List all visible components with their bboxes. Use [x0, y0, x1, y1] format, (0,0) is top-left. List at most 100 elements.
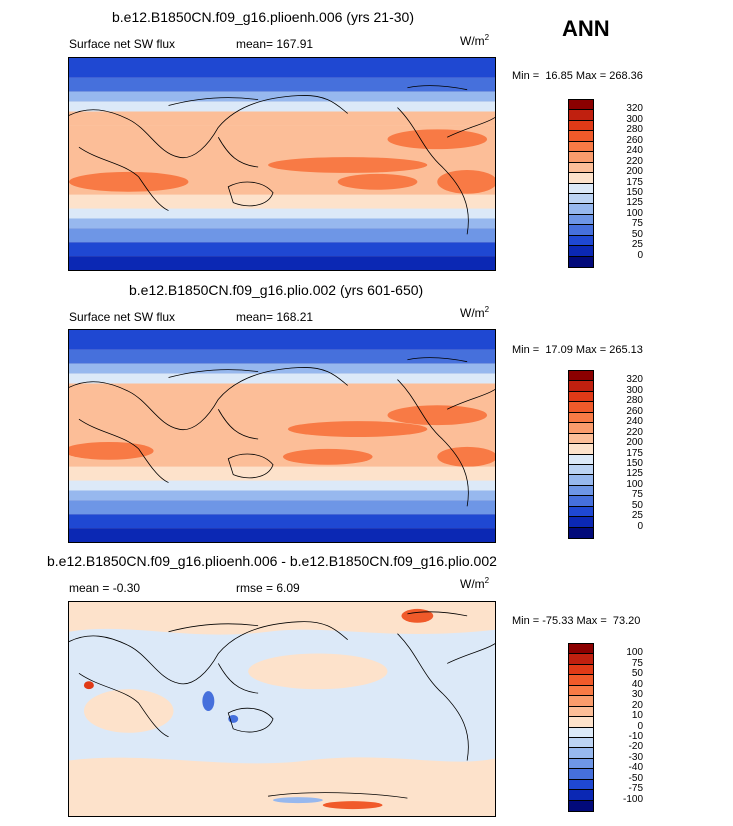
panel2-min-max: Min = 17.09 Max = 265.13 [512, 344, 643, 356]
colorbar-segment [569, 152, 593, 163]
panel3-min-max: Min = -75.33 Max = 73.20 [512, 615, 641, 627]
colorbar-tick-label: 75 [631, 489, 643, 501]
panel1-mean: mean= 167.91 [236, 37, 314, 51]
panel2-map [68, 329, 496, 543]
colorbar-tick-label: 320 [626, 374, 643, 386]
panel2-units: W/m2 [460, 305, 490, 320]
panel1-map [68, 57, 496, 271]
colorbar-tick-label: 220 [626, 155, 643, 167]
panel1-units: W/m2 [460, 33, 490, 48]
colorbar-tick-label: 0 [637, 720, 643, 732]
colorbar-tick-label: 150 [626, 186, 643, 198]
colorbar-segment [569, 183, 593, 194]
panel2-map-graphic [69, 330, 495, 542]
colorbar-segment [569, 131, 593, 142]
colorbar-segment [569, 496, 593, 507]
colorbar-segment [569, 433, 593, 445]
colorbar-tick-label: 20 [631, 699, 643, 711]
colorbar-segment [569, 100, 593, 111]
colorbar-tick-label: 30 [631, 689, 643, 701]
panel3-colorbar-ticks: 100 75 50 40 30 20 10 0 -10 -20 -30 -40 -50 -75 -100 [603, 643, 643, 812]
colorbar-segment [569, 800, 593, 811]
colorbar-tick-label: 125 [626, 468, 643, 480]
colorbar-segment [569, 454, 593, 465]
colorbar-tick-label: -50 [628, 772, 643, 784]
panel1-colorbar [568, 99, 594, 268]
colorbar-tick-label: 240 [626, 416, 643, 428]
colorbar-tick-label: -75 [628, 783, 643, 795]
colorbar-segment [569, 654, 593, 665]
colorbar-tick-label: 100 [626, 478, 643, 490]
colorbar-tick-label: 200 [626, 437, 643, 449]
panel3-title: b.e12.B1850CN.f09_g16.plioenh.006 - b.e1… [47, 553, 497, 569]
colorbar-tick-label: 150 [626, 457, 643, 469]
panel1-min-max: Min = 16.85 Max = 268.36 [512, 70, 643, 82]
colorbar-segment [569, 758, 593, 770]
colorbar-tick-label: 220 [626, 426, 643, 438]
panel1-variable: Surface net SW flux [69, 37, 176, 51]
colorbar-segment [569, 120, 593, 132]
colorbar-segment [569, 464, 593, 476]
colorbar-segment [569, 517, 593, 528]
colorbar-segment [569, 696, 593, 707]
colorbar-segment [569, 423, 593, 434]
colorbar-segment [569, 391, 593, 403]
colorbar-tick-label: 125 [626, 197, 643, 209]
colorbar-segment [569, 193, 593, 205]
colorbar-segment [569, 664, 593, 676]
panel1-map-graphic [69, 58, 495, 270]
colorbar-tick-label: 50 [631, 228, 643, 240]
colorbar-tick-label: 260 [626, 134, 643, 146]
colorbar-tick-label: 50 [631, 668, 643, 680]
colorbar-segment [569, 717, 593, 728]
colorbar-segment [569, 727, 593, 738]
colorbar-tick-label: 10 [631, 710, 643, 722]
colorbar-segment [569, 235, 593, 247]
colorbar-segment [569, 225, 593, 236]
panel3-units: W/m2 [460, 576, 490, 591]
colorbar-segment [569, 246, 593, 257]
panel2-colorbar-ticks: 320 300 280 260 240 220 200 175 150 125 100 75 50 25 0 [603, 370, 643, 539]
colorbar-tick-label: 25 [631, 239, 643, 251]
colorbar-tick-label: 200 [626, 166, 643, 178]
colorbar-tick-label: 280 [626, 395, 643, 407]
panel3-map-graphic [69, 602, 495, 816]
colorbar-segment [569, 173, 593, 184]
colorbar-tick-label: 300 [626, 113, 643, 125]
colorbar-tick-label: -100 [622, 793, 643, 805]
panel2-variable: Surface net SW flux [69, 310, 176, 324]
panel3-rmse: rmse = 6.09 [236, 581, 300, 595]
colorbar-segment [569, 485, 593, 497]
colorbar-tick-label: 75 [631, 218, 643, 230]
colorbar-tick-label: 75 [631, 657, 643, 669]
colorbar-tick-label: 40 [631, 678, 643, 690]
colorbar-segment [569, 214, 593, 226]
colorbar-segment [569, 141, 593, 153]
colorbar-segment [569, 706, 593, 718]
colorbar-segment [569, 675, 593, 686]
panel1-title: b.e12.B1850CN.f09_g16.plioenh.006 (yrs 2… [112, 9, 414, 25]
colorbar-tick-label: -20 [628, 741, 643, 753]
panel3-colorbar [568, 643, 594, 812]
colorbar-tick-label: -30 [628, 751, 643, 763]
colorbar-tick-label: 240 [626, 145, 643, 157]
colorbar-tick-label: 175 [626, 447, 643, 459]
colorbar-tick-label: 100 [626, 207, 643, 219]
colorbar-segment [569, 527, 593, 538]
colorbar-tick-label: 25 [631, 510, 643, 522]
colorbar-tick-label: -40 [628, 762, 643, 774]
colorbar-tick-label: 50 [631, 499, 643, 511]
colorbar-segment [569, 644, 593, 655]
colorbar-tick-label: 0 [637, 249, 643, 261]
colorbar-segment [569, 371, 593, 382]
colorbar-segment [569, 204, 593, 215]
panel2-colorbar [568, 370, 594, 539]
colorbar-tick-label: 100 [626, 647, 643, 659]
colorbar-tick-label: 320 [626, 103, 643, 115]
colorbar-tick-label: 300 [626, 384, 643, 396]
colorbar-segment [569, 475, 593, 486]
colorbar-tick-label: 280 [626, 124, 643, 136]
colorbar-segment [569, 444, 593, 455]
colorbar-segment [569, 685, 593, 697]
panel2-title: b.e12.B1850CN.f09_g16.plio.002 (yrs 601-… [129, 282, 424, 298]
